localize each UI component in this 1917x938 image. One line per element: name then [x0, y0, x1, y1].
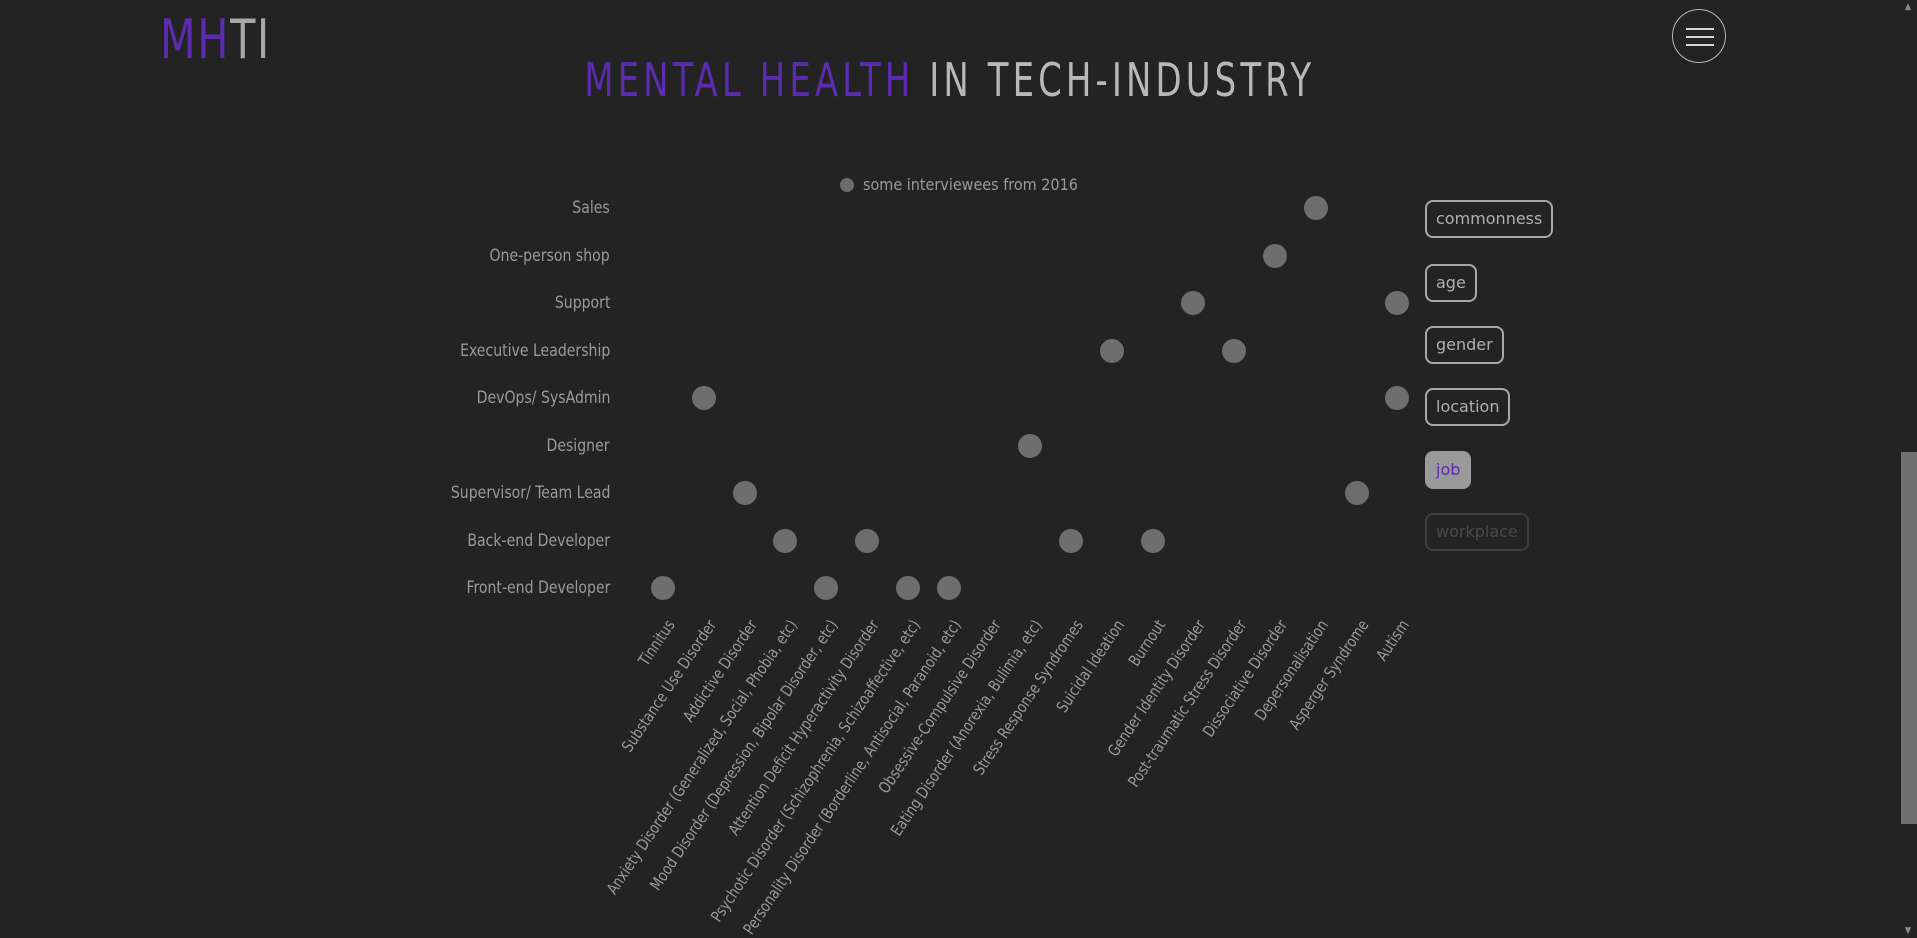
data-point[interactable]: [814, 576, 839, 600]
filter-gender-button[interactable]: gender: [1425, 326, 1504, 364]
filter-commonness-button[interactable]: commonness: [1425, 200, 1554, 238]
data-point[interactable]: [1385, 291, 1410, 315]
y-axis-label: Support: [554, 293, 610, 313]
data-point[interactable]: [1018, 433, 1043, 458]
chart-legend: some interviewees from 2016: [840, 175, 1078, 194]
data-point[interactable]: [732, 481, 757, 505]
y-axis-label: Supervisor/ Team Lead: [450, 483, 610, 503]
data-point[interactable]: [1140, 528, 1165, 553]
data-point[interactable]: [1263, 243, 1287, 268]
scrollbar-thumb[interactable]: [1901, 452, 1917, 824]
legend-dot-icon: [840, 177, 854, 192]
title-rest: IN TECH-INDUSTRY: [914, 53, 1316, 107]
data-point[interactable]: [1099, 338, 1124, 363]
filter-workplace-button[interactable]: workplace: [1425, 513, 1529, 551]
filter-job-button[interactable]: job: [1425, 451, 1472, 489]
data-point[interactable]: [773, 528, 798, 553]
data-point[interactable]: [1222, 338, 1247, 363]
data-point[interactable]: [691, 386, 716, 410]
data-point[interactable]: [855, 528, 879, 553]
data-point[interactable]: [895, 576, 920, 600]
y-axis-label: One-person shop: [489, 245, 610, 266]
filter-age-button[interactable]: age: [1425, 264, 1477, 302]
data-point[interactable]: [1344, 481, 1369, 505]
hamburger-menu-icon[interactable]: [1672, 9, 1726, 63]
y-axis-label: Sales: [572, 198, 610, 218]
y-axis-label: Back-end Developer: [467, 530, 610, 551]
data-point[interactable]: [936, 576, 961, 600]
data-point[interactable]: [651, 576, 675, 600]
logo-rest: TI: [230, 8, 271, 71]
y-axis-label: Designer: [546, 435, 610, 456]
data-point[interactable]: [1059, 528, 1083, 553]
data-point[interactable]: [1385, 386, 1410, 410]
logo-accent: MH: [160, 8, 231, 71]
title-accent: MENTAL HEALTH: [584, 53, 915, 107]
y-axis-label: DevOps/ SysAdmin: [476, 388, 610, 408]
scroll-up-arrow-icon[interactable]: ▲: [1904, 2, 1912, 12]
x-axis-label: Autism: [1372, 616, 1414, 665]
data-point[interactable]: [1303, 196, 1328, 220]
legend-label: some interviewees from 2016: [863, 175, 1078, 194]
x-axis-label: Tinnitus: [634, 616, 679, 670]
y-axis-label: Front-end Developer: [466, 578, 610, 598]
y-axis-label: Executive Leadership: [459, 340, 610, 361]
filter-location-button[interactable]: location: [1425, 388, 1511, 426]
scroll-down-arrow-icon[interactable]: ▼: [1904, 926, 1912, 936]
data-point[interactable]: [1181, 291, 1206, 315]
page-title: MENTAL HEALTH IN TECH-INDUSTRY: [0, 52, 1900, 108]
logo[interactable]: MHTI: [160, 10, 271, 70]
scrollbar[interactable]: ▲ ▼: [1900, 0, 1917, 938]
